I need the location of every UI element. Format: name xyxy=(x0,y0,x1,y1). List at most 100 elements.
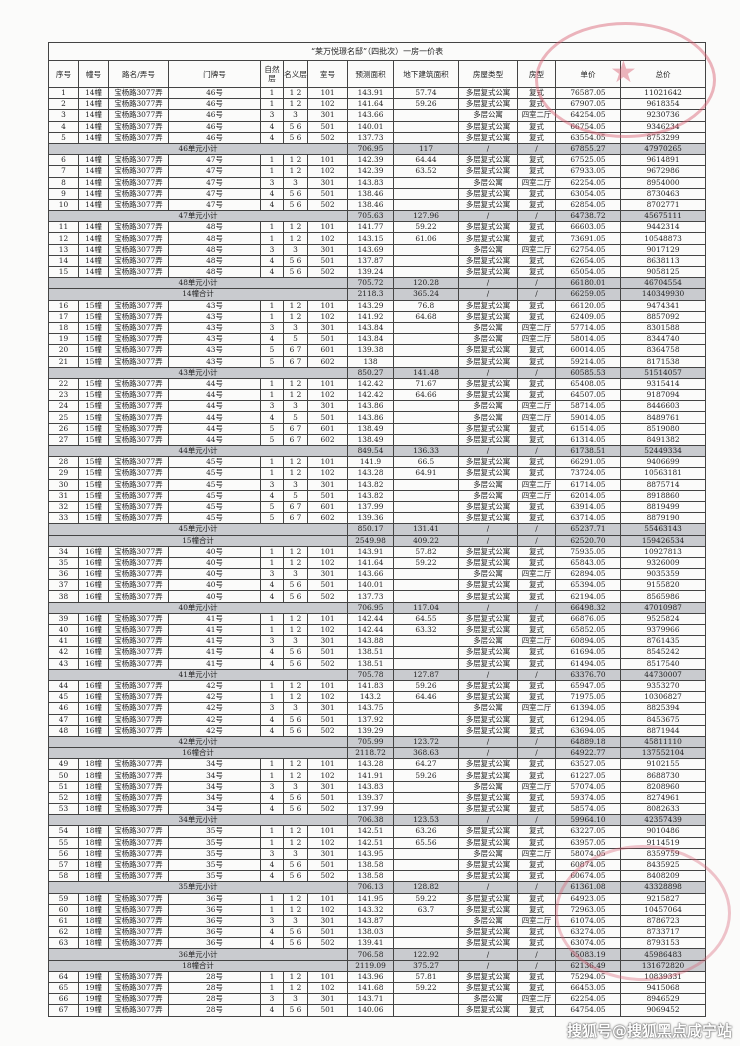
cell-natural-floor: 1 xyxy=(260,836,284,849)
cell-door-no: 45号 xyxy=(168,489,261,502)
cell-total-price: 9614891 xyxy=(619,154,707,167)
cell-basement-area xyxy=(393,500,459,514)
cell-est-area: 141.92 xyxy=(347,310,394,323)
cell-road: 宝杨路3077弄 xyxy=(108,109,169,122)
cell-house-type: 多层复式公寓 xyxy=(458,422,518,435)
cell-house-type: 多层复式公寓 xyxy=(458,187,518,200)
cell-house-type: 多层公寓 xyxy=(458,478,518,491)
cell-basement-area xyxy=(393,187,459,200)
cell-unit-price: 57074.05 xyxy=(555,780,621,793)
cell-layout: 复式 xyxy=(517,758,556,771)
cell-basement-area: 64.68 xyxy=(393,310,459,323)
cell-building: 16幢 xyxy=(78,568,109,581)
cell-road: 宝杨路3077弄 xyxy=(108,512,169,525)
cell-door-no: 42号 xyxy=(168,691,261,704)
cell-door-no: 34号 xyxy=(168,769,261,782)
cell-layout: 复式 xyxy=(517,981,556,995)
cell-road: 宝杨路3077弄 xyxy=(108,623,169,637)
table-row: 49 18幢 宝杨路3077弄 34号 1 1 2 101 143.28 64.27 多层复式公寓… xyxy=(48,758,707,771)
cell-unit-price: 65843.05 xyxy=(555,556,621,570)
subtotal-type: / xyxy=(458,534,518,547)
cell-building: 16幢 xyxy=(78,713,109,726)
table-row: 15 14幢 宝杨路3077弄 48号 4 5 6 502 139.24 多层复式公寓 复式 650… xyxy=(48,265,707,279)
table-row: 17 15幢 宝杨路3077弄 43号 1 1 2 102 141.92 64.68 多层复式公寓… xyxy=(48,310,707,323)
cell-room: 102 xyxy=(307,310,348,323)
cell-total-price: 9017129 xyxy=(619,243,707,256)
cell-room: 501 xyxy=(307,411,348,424)
cell-house-type: 多层复式公寓 xyxy=(458,389,518,402)
subtotal-area: 2549.98 xyxy=(347,534,394,547)
cell-house-type: 多层复式公寓 xyxy=(458,825,518,838)
table-row: 12 14幢 宝杨路3077弄 48号 1 1 2 102 143.15 61.06 多层复式公寓… xyxy=(48,232,707,245)
cell-seq: 61 xyxy=(48,914,79,928)
subtotal-label: 35单元小计 xyxy=(48,881,348,894)
cell-basement-area xyxy=(393,713,459,726)
cell-est-area: 138.49 xyxy=(347,433,394,447)
cell-road: 宝杨路3077弄 xyxy=(108,120,169,133)
cell-nominal-floor: 3 xyxy=(283,109,308,122)
cell-est-area: 142.44 xyxy=(347,623,394,637)
cell-est-area: 143.28 xyxy=(347,467,394,480)
cell-unit-price: 62894.05 xyxy=(555,568,621,581)
cell-nominal-floor: 3 xyxy=(283,635,308,648)
cell-layout: 四室二厅 xyxy=(517,993,556,1006)
cell-building: 18幢 xyxy=(78,903,109,916)
cell-layout: 复式 xyxy=(517,389,556,402)
cell-est-area: 143.86 xyxy=(347,411,394,424)
cell-basement-area xyxy=(393,512,459,525)
cell-basement-area: 64.46 xyxy=(393,691,459,704)
cell-room: 301 xyxy=(307,243,348,256)
subtotal-layout: / xyxy=(517,288,556,301)
header-nominal-floor: 名义层 xyxy=(283,60,308,88)
cell-seq: 14 xyxy=(48,254,79,268)
cell-road: 宝杨路3077弄 xyxy=(108,769,169,782)
cell-door-no: 34号 xyxy=(168,758,261,771)
cell-nominal-floor: 3 xyxy=(283,321,308,335)
cell-basement-area xyxy=(393,333,459,346)
cell-unit-price: 75935.05 xyxy=(555,545,621,558)
table-row: 1 14幢 宝杨路3077弄 46号 1 1 2 101 143.91 57.74 多层复式公寓复… xyxy=(48,86,707,100)
cell-total-price: 8871944 xyxy=(619,724,707,737)
subtotal-row: 40单元小计 706.95 117.04//66498.32 47010987 xyxy=(48,601,707,614)
subtotal-unit-price: 64889.18 xyxy=(555,735,621,749)
cell-natural-floor: 3 xyxy=(260,780,284,793)
table-row: 13 14幢 宝杨路3077弄 48号 3 3 301 143.69 多层公寓 四室二厅 62754… xyxy=(48,243,707,256)
subtotal-label: 46单元小计 xyxy=(48,142,348,156)
table-row: 16 15幢 宝杨路3077弄 43号 1 1 2 101 143.29 76.8 多层复式公寓复… xyxy=(48,299,707,312)
cell-room: 102 xyxy=(307,556,348,570)
cell-building: 15幢 xyxy=(78,400,109,413)
cell-house-type: 多层复式公寓 xyxy=(458,98,518,111)
subtotal-area: 705.78 xyxy=(347,668,394,681)
subtotal-row: 42单元小计 705.99 123.72//64889.18 45811110 xyxy=(48,735,707,749)
cell-natural-floor: 4 xyxy=(260,646,284,659)
table-row: 22 15幢 宝杨路3077弄 44号 1 1 2 101 142.42 71.67 多层复式公寓… xyxy=(48,377,707,391)
table-row: 37 16幢 宝杨路3077弄 40号 4 5 6 501 140.01 多层复式公寓 复式 653… xyxy=(48,579,707,592)
cell-seq: 4 xyxy=(48,120,79,133)
cell-est-area: 143.66 xyxy=(347,568,394,581)
cell-seq: 25 xyxy=(48,411,79,424)
cell-building: 14幢 xyxy=(78,232,109,245)
cell-est-area: 143.83 xyxy=(347,176,394,189)
cell-basement-area xyxy=(393,590,459,603)
cell-road: 宝杨路3077弄 xyxy=(108,870,169,883)
cell-house-type: 多层公寓 xyxy=(458,176,518,189)
cell-room: 301 xyxy=(307,109,348,122)
subtotal-row: 36单元小计 706.58 122.92//65083.19 45986483 xyxy=(48,948,707,961)
subtotal-type: / xyxy=(458,444,518,458)
cell-door-no: 42号 xyxy=(168,702,261,715)
cell-est-area: 143.84 xyxy=(347,333,394,346)
cell-unit-price: 61314.05 xyxy=(555,433,621,447)
cell-house-type: 多层公寓 xyxy=(458,702,518,715)
cell-nominal-floor: 3 xyxy=(283,702,308,715)
cell-house-type: 多层复式公寓 xyxy=(458,590,518,603)
cell-seq: 10 xyxy=(48,198,79,212)
cell-road: 宝杨路3077弄 xyxy=(108,892,169,905)
cell-unit-price: 67525.05 xyxy=(555,154,621,167)
cell-basement-area xyxy=(393,265,459,279)
cell-seq: 16 xyxy=(48,299,79,312)
table-row: 18 15幢 宝杨路3077弄 43号 3 3 301 143.84 多层公寓 四室二厅 57714… xyxy=(48,321,707,335)
cell-house-type: 多层复式公寓 xyxy=(458,310,518,323)
cell-building: 15幢 xyxy=(78,467,109,480)
cell-total-price: 9315414 xyxy=(619,377,707,391)
cell-door-no: 48号 xyxy=(168,243,261,256)
